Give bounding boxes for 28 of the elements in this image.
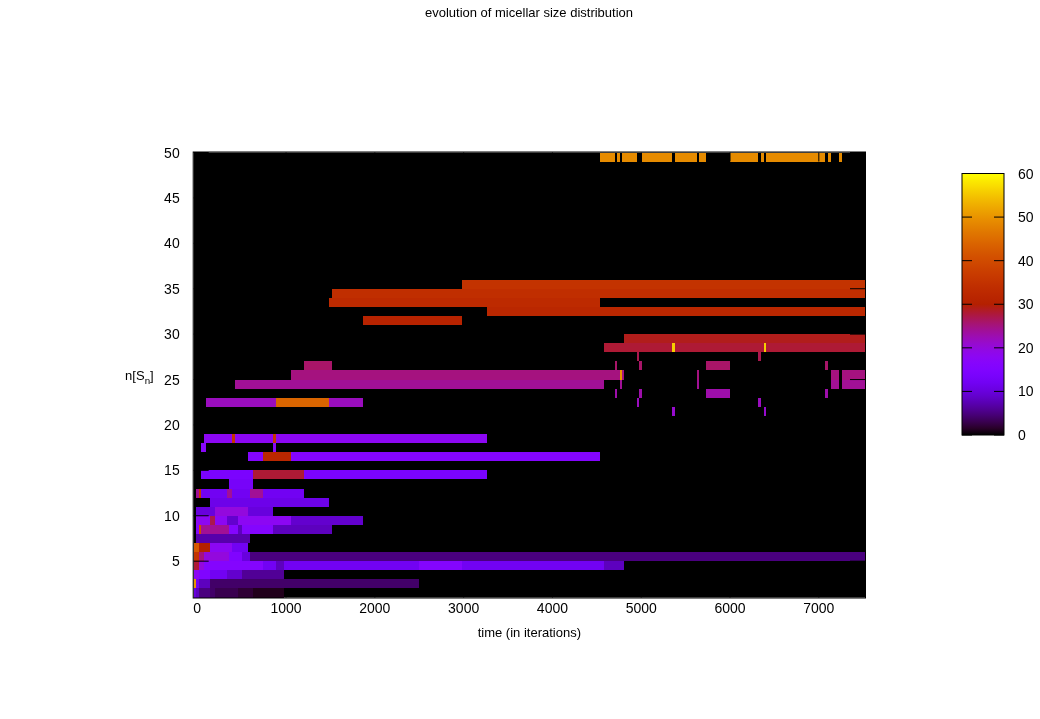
x-axis-title: time (in iterations) bbox=[477, 624, 582, 639]
y-tick-label: 10 bbox=[164, 507, 180, 524]
color-bar-label: 50 bbox=[1018, 209, 1034, 226]
y-tick-label: 20 bbox=[164, 416, 180, 433]
x-tick-label: 6000 bbox=[714, 599, 746, 616]
y-tick-label: 45 bbox=[164, 189, 180, 206]
color-bar-label: 30 bbox=[1018, 296, 1034, 313]
y-tick-label: 40 bbox=[164, 235, 180, 252]
x-tick-label: 5000 bbox=[625, 599, 658, 616]
color-bar-label: 0 bbox=[1018, 427, 1026, 443]
x-tick-label: 4000 bbox=[536, 599, 569, 616]
y-axis-title: n[S$_{n}$] bbox=[125, 367, 154, 386]
x-tick-label: 3000 bbox=[448, 599, 480, 616]
color-bar-label: 10 bbox=[1018, 383, 1034, 400]
x-tick-label: 1000 bbox=[270, 599, 302, 616]
y-tick-label: 35 bbox=[164, 280, 180, 297]
y-tick-label: 50 bbox=[164, 144, 180, 161]
chart-title: evolution of micellar size distribution bbox=[424, 4, 634, 20]
y-tick-label: 5 bbox=[171, 553, 180, 570]
y-tick-label: 25 bbox=[164, 371, 180, 388]
color-bar-label: 60 bbox=[1018, 165, 1034, 182]
color-bar-label: 40 bbox=[1018, 252, 1034, 269]
x-tick-label: 0 bbox=[193, 599, 202, 616]
x-tick-label: 7000 bbox=[803, 599, 835, 616]
y-tick-label: 15 bbox=[164, 462, 180, 479]
y-tick-label: 30 bbox=[164, 326, 180, 343]
x-tick-label: 2000 bbox=[359, 599, 391, 616]
color-bar-label: 20 bbox=[1018, 339, 1034, 356]
